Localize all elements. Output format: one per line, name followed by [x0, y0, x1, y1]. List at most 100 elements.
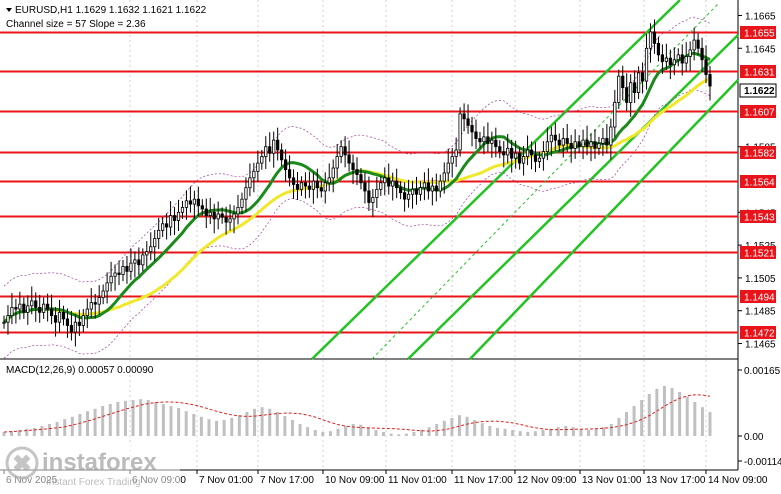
candle-body	[704, 59, 708, 75]
candle-body	[18, 303, 22, 310]
candle-body	[89, 302, 93, 310]
candle-body	[216, 213, 220, 220]
candle-body	[490, 139, 494, 144]
candle-body	[276, 139, 280, 151]
candle-body	[375, 188, 379, 198]
candle-body	[426, 182, 430, 192]
watermark-tagline: Instant Forex Trading	[46, 477, 141, 488]
candle-body	[303, 182, 308, 187]
collapse-triangle-icon[interactable]	[6, 8, 12, 12]
bollinger-bands	[3, 16, 711, 359]
candle-body	[81, 315, 85, 326]
candle-body	[557, 139, 561, 146]
channel-line	[407, 34, 739, 360]
level-label: 1.1543	[744, 213, 775, 224]
candle-body	[700, 47, 704, 61]
candle-body	[49, 308, 54, 317]
candle-body	[406, 193, 411, 200]
instaforex-logo: instaforex Instant Forex Trading	[0, 442, 180, 489]
band-lower	[3, 88, 711, 359]
price-tick-label: 1.1665	[745, 11, 776, 22]
candle-body	[240, 198, 244, 208]
candle-body	[593, 141, 597, 149]
chart-header: EURUSD,H1 1.1629 1.1632 1.1621 1.1622 Ch…	[6, 5, 207, 30]
candle-body	[208, 211, 212, 216]
channel-line	[311, 0, 681, 360]
candle-body	[129, 262, 133, 272]
candle-body	[644, 47, 649, 82]
candle-body	[648, 31, 653, 49]
candle-body	[291, 177, 296, 185]
candle-body	[22, 303, 26, 313]
candle-body	[395, 180, 399, 189]
horizontal-levels	[0, 31, 738, 334]
candle-body	[541, 151, 546, 159]
candle-body	[323, 182, 327, 192]
candle-body	[252, 170, 256, 179]
candle-body	[688, 49, 692, 57]
candle-body	[660, 54, 665, 62]
candle-body	[525, 149, 530, 157]
candle-body	[248, 177, 252, 189]
candle-body	[494, 139, 498, 148]
candle-body	[339, 146, 343, 157]
candle-body	[581, 139, 585, 148]
instaforex-emblem-icon	[5, 446, 39, 480]
candle-body	[299, 182, 304, 190]
channel-info: Channel size = 57 Slope = 2.36	[6, 19, 146, 30]
candle-body	[438, 180, 442, 192]
candle-body	[315, 180, 319, 189]
level-label-box	[740, 210, 776, 223]
candle-body	[10, 307, 14, 317]
candle-body	[188, 200, 193, 205]
candle-body	[161, 223, 165, 231]
candle-body	[617, 75, 621, 103]
level-label-box	[740, 175, 776, 188]
candle-body	[256, 162, 260, 172]
candle-body	[498, 146, 502, 153]
macd-tick-zero: 0.00	[744, 432, 764, 443]
candle-body	[454, 149, 458, 157]
level-label-box	[740, 146, 776, 159]
candle-body	[228, 218, 232, 223]
level-label: 1.1607	[744, 108, 775, 119]
candle-body	[680, 54, 684, 64]
candle-body	[85, 308, 89, 317]
current-price-box	[739, 83, 777, 98]
candle-body	[196, 198, 200, 207]
candle-body	[26, 305, 30, 313]
candle-body	[609, 126, 613, 146]
candle-body	[506, 147, 510, 156]
candle-body	[93, 302, 97, 305]
candle-body	[466, 118, 470, 126]
candle-body	[331, 167, 335, 179]
candle-body	[307, 185, 312, 190]
candle-body	[387, 177, 391, 187]
candle-body	[391, 180, 395, 187]
candle-body	[355, 169, 359, 175]
candle-body	[133, 259, 137, 264]
macd-header: MACD(12,26,9) 0.00057 0.00090	[6, 365, 154, 376]
time-label: 7 Nov 17:00	[260, 475, 314, 486]
candle-body	[434, 185, 438, 192]
current-price-label: 1.1622	[744, 86, 775, 97]
level-label-box	[740, 246, 776, 259]
level-labels: 1.1655 1.1631 1.1607 1.1582 1.1564 1.1543 1.15…	[740, 26, 776, 340]
level-label-box	[740, 105, 776, 118]
candle-body	[57, 311, 62, 323]
candle-body	[125, 266, 129, 272]
level-label: 1.1655	[744, 29, 775, 40]
candle-body	[327, 177, 331, 184]
candle-body	[145, 251, 149, 256]
candle-body	[319, 187, 323, 192]
watermark-brand: instaforex	[42, 449, 157, 476]
candle-body	[367, 190, 371, 203]
candle-body	[2, 321, 6, 324]
time-label: 7 Nov 01:00	[199, 475, 253, 486]
candle-body	[121, 266, 125, 276]
candle-body	[371, 197, 375, 203]
level-label: 1.1494	[744, 293, 775, 304]
candle-body	[684, 56, 688, 64]
candle-body	[521, 156, 526, 164]
